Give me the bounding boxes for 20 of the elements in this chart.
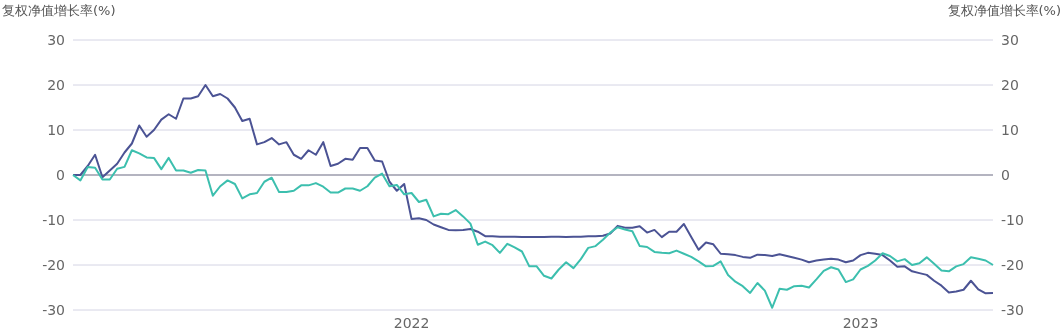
y2-tick-label: -30: [1001, 301, 1024, 318]
y-axis-title: 复权净值增长率(%): [2, 2, 116, 20]
y-tick-label: 30: [47, 31, 65, 48]
y-tick-label: -10: [42, 211, 65, 228]
x-tick-label: 2022: [393, 314, 430, 331]
x-tick-label: 2023: [842, 314, 879, 331]
y-tick-label: -30: [42, 301, 65, 318]
y-tick-label: 0: [56, 166, 65, 183]
line-series: [72, 84, 994, 295]
line-series: [72, 149, 994, 309]
y-tick-label: 20: [47, 76, 65, 93]
y2-tick-label: -10: [1001, 211, 1024, 228]
y2-tick-label: 30: [1001, 31, 1019, 48]
y2-tick-label: 0: [1001, 166, 1010, 183]
y2-axis-title: 复权净值增长率(%): [947, 2, 1061, 20]
y2-tick-label: 10: [1001, 121, 1019, 138]
y-tick-label: 10: [47, 121, 65, 138]
y-tick-label: -20: [42, 256, 65, 273]
y2-tick-label: -20: [1001, 256, 1024, 273]
y2-tick-label: 20: [1001, 76, 1019, 93]
